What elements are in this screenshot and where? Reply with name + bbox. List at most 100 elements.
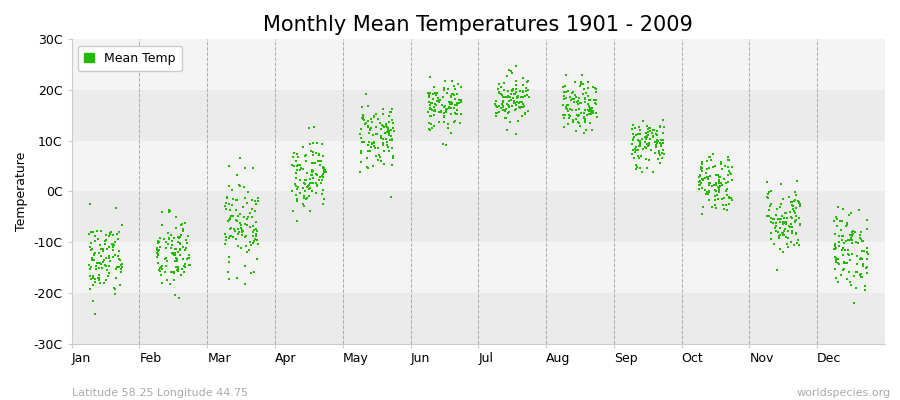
Point [842, 232, 857, 238]
Point [384, 109, 399, 116]
Point [377, 130, 392, 136]
Point [518, 88, 533, 94]
Point [699, 174, 714, 180]
Point [702, 180, 716, 186]
Point [158, 268, 172, 275]
Point [305, 139, 320, 146]
Point [360, 154, 374, 161]
Point [427, 84, 441, 90]
Point [792, 200, 806, 206]
Point [99, 277, 113, 283]
Point [789, 192, 804, 198]
Point [832, 218, 847, 224]
Point [112, 248, 126, 254]
Point [450, 90, 464, 97]
Point [626, 135, 640, 142]
Point [310, 183, 325, 190]
Point [178, 236, 193, 243]
Point [295, 184, 310, 191]
Point [631, 137, 645, 143]
Point [785, 228, 799, 234]
Point [438, 78, 453, 85]
Y-axis label: Temperature: Temperature [15, 152, 28, 231]
Point [221, 235, 236, 242]
Point [173, 241, 187, 247]
Point [639, 133, 653, 140]
Point [236, 228, 250, 234]
Point [573, 78, 588, 85]
Point [712, 188, 726, 195]
Point [441, 121, 455, 128]
Point [99, 232, 113, 239]
Point [491, 104, 505, 110]
Point [569, 107, 583, 114]
Point [774, 201, 788, 207]
Point [172, 234, 186, 241]
Point [648, 138, 662, 145]
Point [512, 98, 526, 105]
Point [296, 201, 310, 207]
Point [85, 246, 99, 252]
Point [95, 259, 110, 266]
Point [83, 273, 97, 280]
Point [566, 117, 580, 123]
Point [774, 216, 788, 222]
Point [175, 266, 189, 272]
Point [847, 300, 861, 306]
Point [788, 230, 803, 236]
Point [641, 126, 655, 132]
Point [154, 272, 168, 278]
Point [788, 198, 802, 204]
Point [520, 78, 535, 84]
Point [562, 94, 577, 101]
Point [384, 116, 399, 123]
Point [88, 233, 103, 239]
Point [373, 120, 387, 126]
Point [238, 221, 252, 227]
Point [374, 125, 388, 132]
Point [436, 119, 451, 125]
Point [219, 236, 233, 243]
Point [578, 96, 592, 102]
Point [230, 212, 245, 219]
Point [104, 241, 119, 248]
Point [423, 112, 437, 119]
Point [834, 247, 849, 253]
Point [172, 295, 186, 301]
Point [514, 94, 528, 100]
Point [310, 182, 324, 188]
Point [379, 123, 393, 129]
Point [589, 97, 603, 104]
Point [701, 182, 716, 188]
Point [364, 141, 379, 148]
Point [229, 236, 243, 242]
Point [87, 257, 102, 263]
Point [361, 148, 375, 154]
Point [784, 239, 798, 246]
Point [703, 172, 717, 179]
Point [243, 210, 257, 216]
Point [509, 99, 524, 105]
Point [168, 264, 183, 270]
Point [716, 195, 731, 201]
Point [512, 99, 526, 106]
Point [777, 232, 791, 238]
Point [358, 121, 373, 128]
Point [169, 254, 184, 261]
Point [249, 226, 264, 232]
Point [115, 261, 130, 267]
Point [854, 238, 868, 244]
Point [503, 119, 517, 125]
Point [313, 158, 328, 164]
Point [780, 227, 795, 234]
Point [384, 117, 399, 123]
Point [496, 99, 510, 106]
Bar [72, 192, 885, 242]
Point [627, 124, 642, 131]
Point [246, 164, 260, 171]
Point [716, 202, 731, 209]
Point [314, 190, 328, 197]
Point [233, 220, 248, 226]
Point [773, 225, 788, 231]
Point [314, 180, 328, 186]
